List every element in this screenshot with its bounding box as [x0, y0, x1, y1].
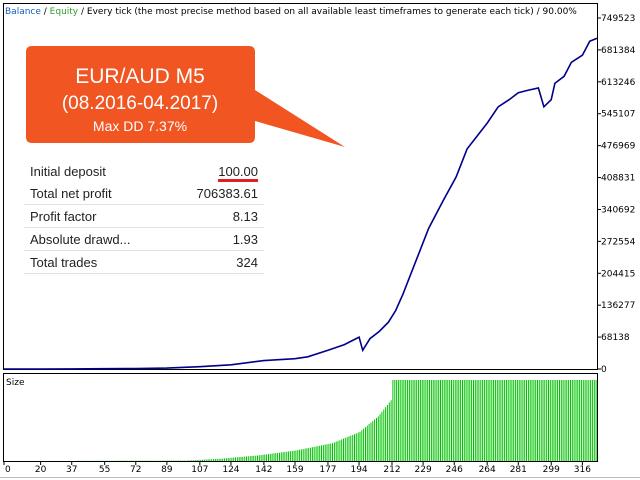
size-bars: [77, 380, 597, 461]
x-tick-label: 0: [5, 465, 11, 475]
y-tick-label: 340692: [601, 205, 635, 215]
y-tick-label: 476969: [601, 142, 636, 152]
header-equity: Equity: [50, 7, 79, 17]
stats-label: Total trades: [24, 250, 170, 274]
header-quality: 90.00%: [543, 7, 578, 17]
stats-value: 1.93: [169, 227, 264, 251]
x-tick-label: 229: [415, 465, 432, 475]
y-tick-label: 408831: [601, 174, 635, 184]
x-tick-label: 281: [510, 465, 527, 475]
balance-panel-frame: [3, 3, 598, 370]
x-tick-label: 177: [319, 465, 336, 475]
chart-header: Balance / Equity / Every tick (the most …: [5, 7, 577, 17]
header-separator: /: [78, 7, 87, 17]
stats-label: Initial deposit: [30, 163, 106, 179]
x-tick-label: 20: [35, 465, 47, 475]
stats-row-absolute-drawdown: Absolute drawd... 1.93: [24, 227, 264, 251]
callout: EUR/AUD M5 (08.2016-04.2017) Max DD 7.37…: [26, 46, 345, 147]
balance-line: [4, 37, 598, 370]
y-tick-label: 545107: [601, 110, 635, 120]
stats-value: 324: [169, 250, 264, 274]
x-tick-label: 142: [255, 465, 272, 475]
callout-max-dd: Max DD 7.37%: [93, 118, 187, 134]
callout-bubble: [26, 46, 345, 147]
x-tick-label: 159: [286, 465, 303, 475]
y-axis: 749523 681384 613246 545107 476969 408831 3406…: [597, 14, 636, 375]
x-tick-label: 124: [222, 465, 239, 475]
x-tick-label: 264: [479, 465, 496, 475]
stats-value: 8.13: [169, 204, 264, 228]
size-panel-frame: [3, 373, 598, 462]
stats-row-initial-deposit: Initial deposit 100.00: [24, 160, 264, 182]
x-tick-label: 246: [446, 465, 463, 475]
callout-title: EUR/AUD M5: [75, 65, 205, 88]
x-tick-label: 194: [350, 465, 367, 475]
stats-value: 100.00: [218, 163, 258, 182]
stats-row-net-profit: Total net profit 706383.61: [24, 182, 264, 205]
x-tick-label: 316: [574, 465, 591, 475]
header-separator: /: [41, 7, 50, 17]
stats-label: Profit factor: [24, 204, 170, 228]
stats-table: Initial deposit 100.00 Total net profit …: [24, 160, 264, 274]
header-mode: Every tick (the most precise method base…: [87, 7, 534, 17]
y-tick-label: 136277: [601, 301, 635, 311]
header-separator: /: [534, 7, 543, 17]
stats-value: 706383.61: [169, 182, 264, 205]
y-tick-label: 272554: [601, 237, 636, 247]
callout-period: (08.2016-04.2017): [62, 93, 218, 114]
y-tick-label: 749523: [601, 14, 635, 24]
stats-label: Absolute drawd...: [24, 227, 170, 251]
y-tick-label: 0: [601, 365, 607, 375]
stats-row-total-trades: Total trades 324: [24, 250, 264, 274]
y-tick-label: 613246: [601, 78, 636, 88]
x-tick-label: 55: [99, 465, 110, 475]
x-tick-label: 89: [161, 465, 173, 475]
y-tick-label: 68138: [601, 333, 630, 343]
x-tick-label: 72: [130, 465, 141, 475]
x-tick-label: 107: [191, 465, 208, 475]
y-tick-label: 681384: [601, 46, 636, 56]
size-panel-title: Size: [6, 378, 25, 388]
x-tick-label: 299: [543, 465, 560, 475]
stats-label: Total net profit: [24, 182, 170, 205]
x-axis: 0 20 37 55 72 89 107 124 142 159 177 194 212 229 246 26…: [3, 461, 591, 475]
x-tick-label: 212: [383, 465, 400, 475]
x-tick-label: 37: [66, 465, 77, 475]
header-balance: Balance: [5, 7, 41, 17]
y-tick-label: 204415: [601, 269, 635, 279]
stats-row-profit-factor: Profit factor 8.13: [24, 204, 264, 228]
